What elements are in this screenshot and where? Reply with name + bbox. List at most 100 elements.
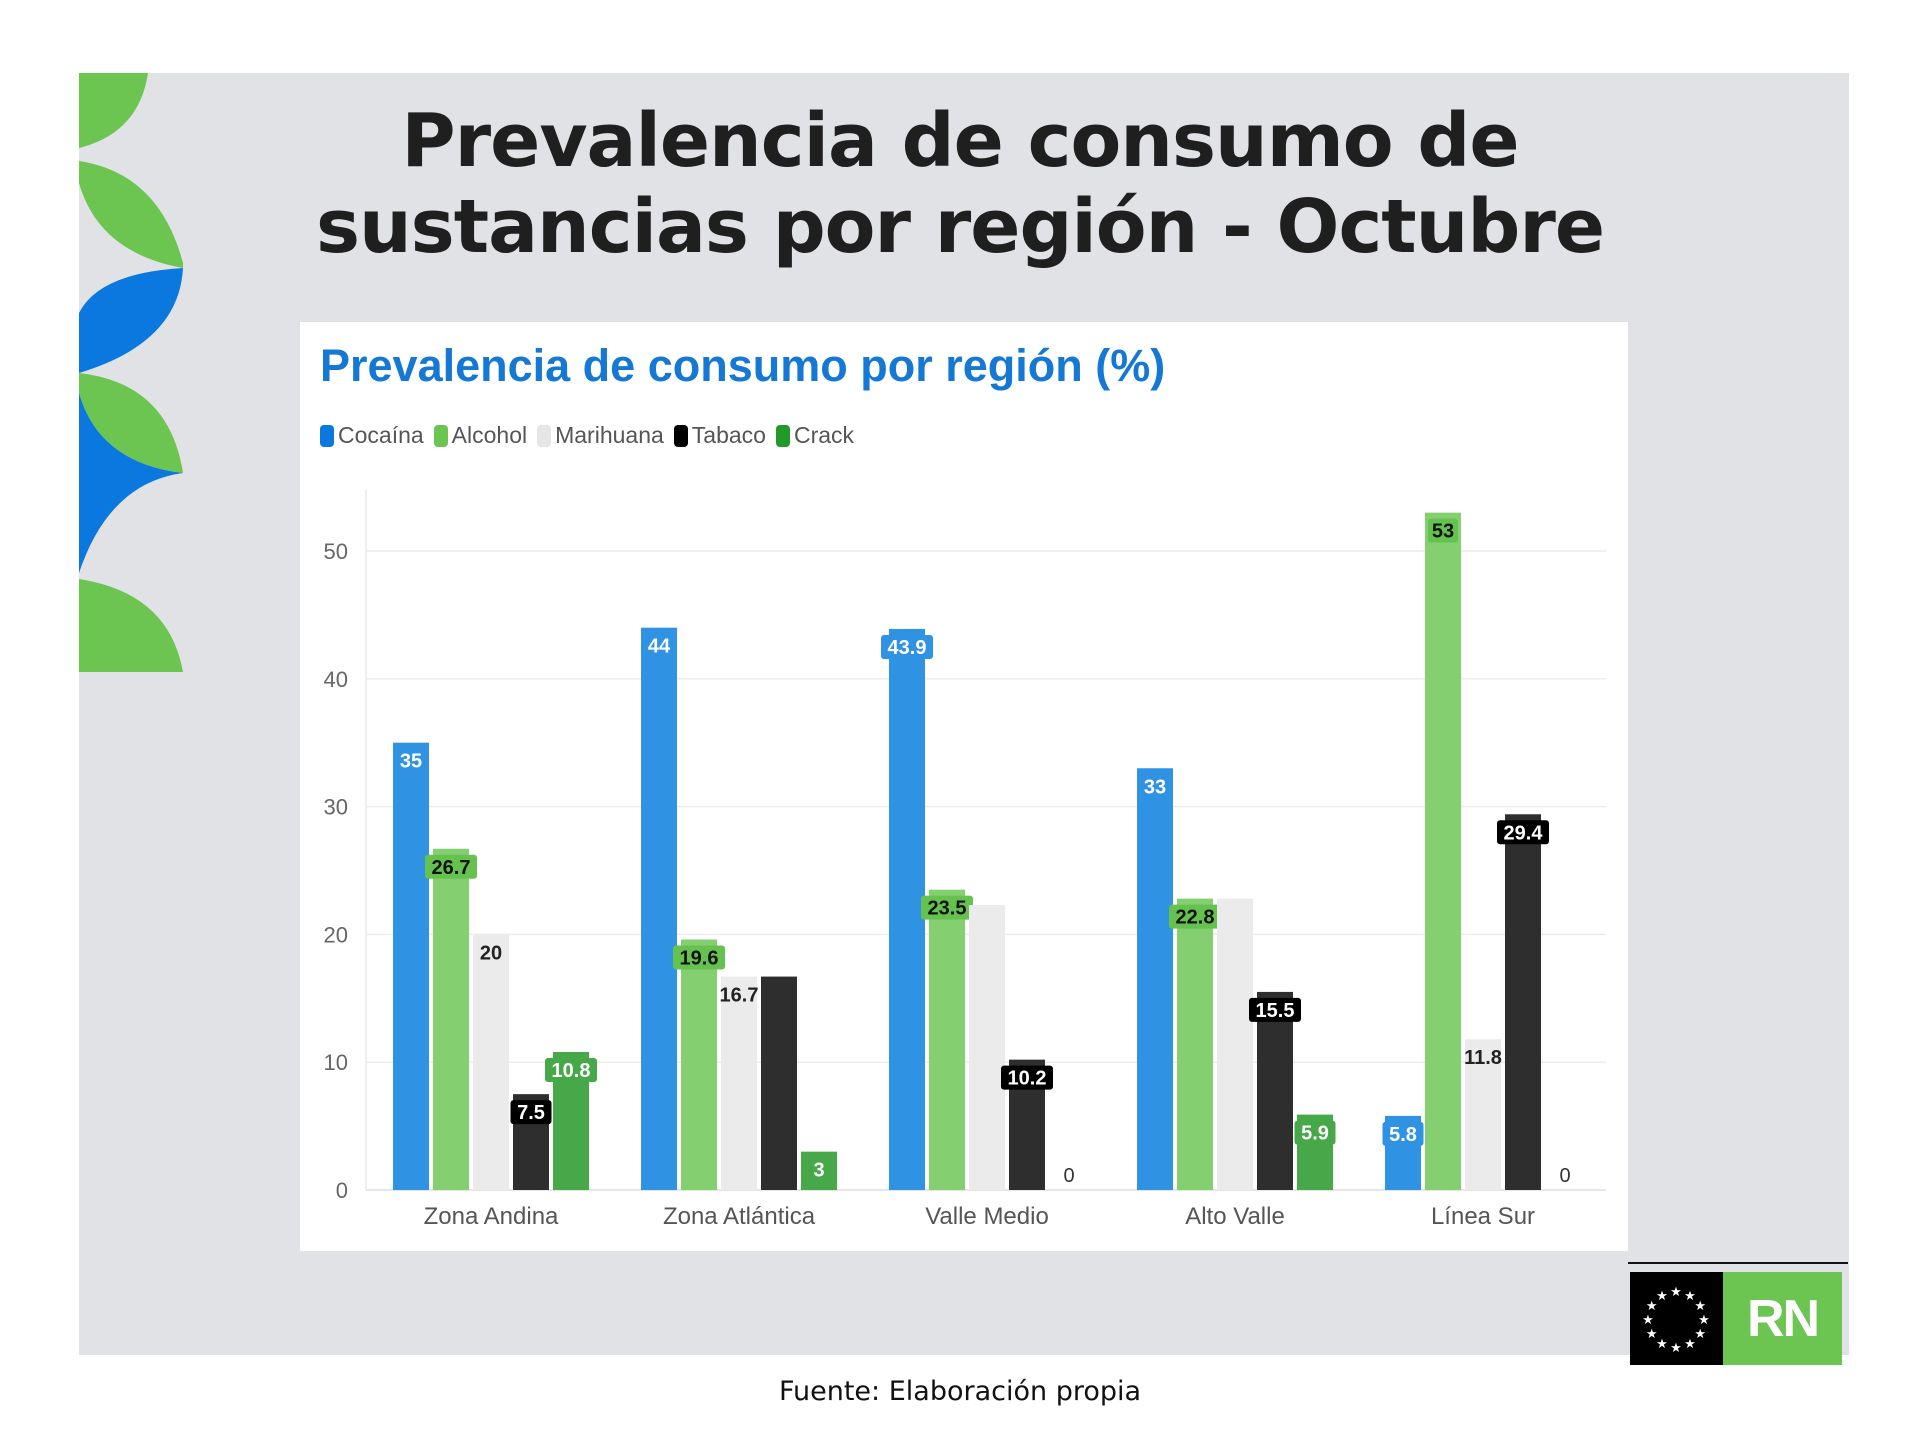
data-label-bg [881,634,933,659]
legend-item-crack[interactable]: Crack [775,422,855,449]
data-label: 5.9 [1301,1123,1329,1145]
data-label-bg [396,748,426,773]
data-label: 5.8 [1389,1124,1417,1146]
data-label: 10.8 [552,1060,591,1082]
legend-swatch [537,424,552,447]
bar-alcohol [1177,898,1213,1190]
stars-emblem: ★ ★ ★ ★ ★ ★ ★ ★ ★ ★ ★ ★ [1630,1272,1723,1365]
data-label-bg [1428,518,1458,543]
data-label: 26.7 [432,857,471,879]
rn-logo: ★ ★ ★ ★ ★ ★ ★ ★ ★ ★ ★ ★ RN [1628,1262,1848,1366]
data-label-bg [809,1157,829,1182]
data-label: 22.8 [1176,907,1215,929]
logo-text: RN [1723,1272,1842,1365]
data-label-bg [1294,1120,1336,1145]
leaf-shape [79,579,183,672]
star-icon: ★ [1646,1299,1658,1314]
star-circle-icon: ★★★★★★★★★ ★ ★★ [1642,1285,1710,1356]
star-icon: ★ [1656,1337,1668,1352]
bar-tabaco [1257,991,1293,1190]
star-icon: ★ [1656,1289,1668,1304]
legend-item-tabaco[interactable]: Tabaco [673,422,766,449]
data-label-bg [1001,1065,1053,1090]
data-label-bg [425,854,477,879]
data-label-bg [1169,904,1221,929]
bar-alcohol [1425,512,1461,1190]
data-label: 10.2 [1008,1068,1047,1090]
data-label-bg [644,633,674,658]
y-tick-label: 50 [324,539,348,564]
data-label: 29.4 [1504,822,1544,844]
data-label: 43.9 [888,637,927,659]
x-tick-label: Línea Sur [1431,1203,1535,1230]
leaf-shape [79,268,183,373]
legend-label: Cocaína [338,422,424,448]
star-icon: ★ [1684,1289,1696,1304]
bar-cocaína [393,742,429,1190]
x-tick-label: Zona Atlántica [663,1203,816,1230]
y-tick-label: 10 [324,1050,348,1075]
data-label-bg [673,945,725,970]
source-note: Fuente: Elaboración propia [778,1376,1142,1407]
star-icon: ★ [1642,1313,1654,1328]
chart-title: Prevalencia de consumo por región (%) [320,340,1166,391]
legend-item-alcohol[interactable]: Alcohol [433,422,528,449]
legend-label: Crack [793,422,855,448]
star-icon: ★ [1684,1337,1696,1352]
chart-legend: Cocaína Alcohol Marihuana Tabaco Crack [320,422,854,449]
data-label: 0 [1559,1165,1570,1187]
x-tick-label: Zona Andina [424,1203,559,1230]
data-label-bg [545,1057,597,1082]
bar-marihuana [1217,898,1253,1190]
bar-alcohol [929,889,965,1190]
leaf-shape [79,393,183,573]
bar-tabaco [1505,814,1541,1190]
legend-item-cocaina[interactable]: Cocaína [320,422,424,449]
data-label: 23.5 [928,898,967,920]
bar-marihuana [721,976,757,1190]
star-icon: ★ [1670,1285,1682,1300]
legend-item-marihuana[interactable]: Marihuana [537,422,664,449]
bar-marihuana [1465,1039,1501,1190]
star-icon: ★ [1694,1327,1706,1342]
data-label: 15.5 [1256,1000,1295,1022]
bar-cocaína [641,627,677,1190]
bar-alcohol [433,848,469,1190]
x-tick-label: Alto Valle [1185,1203,1285,1230]
star-icon: ★ [1694,1299,1706,1314]
leaf-shape [79,161,183,268]
legend-label: Alcohol [451,422,528,448]
bar-cocaína [889,628,925,1190]
leaf-shape [79,373,183,473]
legend-label: Marihuana [555,422,664,448]
title-line-1: Prevalencia de consumo de [401,98,1519,184]
leaf-shape [79,73,148,148]
data-label-bg [1140,774,1170,799]
leaf-decoration [79,73,183,672]
data-label: 35 [400,751,422,773]
legend-swatch [673,424,688,447]
bar-tabaco [761,976,797,1190]
data-label: 11.8 [1464,1047,1502,1069]
y-tick-label: 0 [336,1178,348,1203]
legend-swatch [433,424,448,447]
y-tick-label: 20 [324,922,348,947]
y-tick-label: 40 [324,667,348,692]
legend-swatch [320,424,334,447]
bar-cocaína [1137,768,1173,1190]
data-label: 0 [1063,1165,1074,1187]
data-label: 16.7 [720,985,759,1007]
data-label-bg [1382,1121,1424,1146]
data-label: 3 [813,1160,824,1182]
bar-marihuana [473,934,509,1190]
data-label: 7.5 [517,1102,545,1124]
star-icon: ★ [1670,1341,1682,1356]
title-line-2: sustancias por región - Octubre [315,184,1605,270]
data-label: 53 [1432,521,1454,543]
data-label: 33 [1144,776,1166,798]
data-label: 20 [480,942,502,964]
y-tick-label: 30 [324,795,348,820]
data-label-bg [921,895,973,920]
page-title: Prevalencia de consumo de sustancias por… [180,98,1740,270]
